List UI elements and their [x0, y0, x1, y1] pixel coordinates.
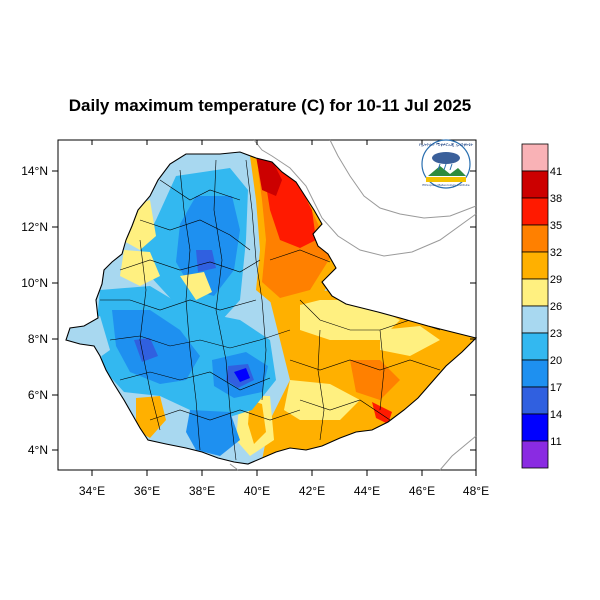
- logo-text-top: የኢትዮጵያ ሚቲዎሮሎጂ ኢንስቲትዩት: [419, 142, 474, 147]
- colorbar: 41 38 35 32 29 26 23 20 17 14 11: [521, 143, 562, 469]
- colorbar-label: 23: [550, 328, 562, 340]
- colorbar-label: 26: [550, 301, 562, 313]
- colorbar-label: 20: [550, 355, 562, 367]
- x-tick-label: 46°E: [409, 484, 435, 498]
- colorbar-segment: [521, 170, 549, 199]
- colorbar-label: 17: [550, 382, 562, 394]
- x-tick-label: 44°E: [354, 484, 380, 498]
- colorbar-segment: [521, 332, 549, 361]
- colorbar-segment: [521, 386, 549, 415]
- colorbar-label: 14: [550, 409, 562, 421]
- y-tick-label: 10°N: [21, 276, 48, 290]
- colorbar-segment: [521, 224, 549, 253]
- page-title: Daily maximum temperature (C) for 10-11 …: [68, 96, 472, 115]
- colorbar-segment: [521, 197, 549, 226]
- colorbar-label: 35: [550, 220, 562, 232]
- x-axis: 34°E 36°E 38°E 40°E 42°E 44°E 46°E 48°E: [79, 140, 489, 498]
- x-tick-label: 34°E: [79, 484, 105, 498]
- colorbar-label: 29: [550, 274, 562, 286]
- x-tick-label: 42°E: [299, 484, 325, 498]
- y-tick-label: 6°N: [28, 388, 48, 402]
- colorbar-segment: [521, 143, 549, 172]
- colorbar-label: 11: [550, 436, 561, 448]
- colorbar-label: 41: [550, 166, 562, 178]
- x-tick-label: 40°E: [244, 484, 270, 498]
- x-tick-label: 38°E: [189, 484, 215, 498]
- logo-text-bottom: Ethiopian Meteorology Institute: [422, 183, 469, 187]
- colorbar-segment: [521, 305, 549, 334]
- colorbar-segment: [521, 359, 549, 388]
- neighbour-boundaries: [229, 139, 477, 471]
- y-tick-label: 12°N: [21, 220, 48, 234]
- ethiopian-meteorology-institute-logo: የኢትዮጵያ ሚቲዎሮሎጂ ኢንስቲትዩት Ethiopian Meteorol…: [419, 139, 474, 189]
- x-tick-label: 48°E: [463, 484, 489, 498]
- y-tick-label: 4°N: [28, 443, 48, 457]
- colorbar-label: 38: [550, 193, 562, 205]
- colorbar-segment: [521, 278, 549, 307]
- colorbar-label: 32: [550, 247, 562, 259]
- colorbar-segment: [521, 251, 549, 280]
- y-tick-label: 8°N: [28, 332, 48, 346]
- y-axis: 14°N 12°N 10°N 8°N 6°N 4°N: [21, 164, 476, 457]
- colorbar-segment: [521, 413, 549, 442]
- x-tick-label: 36°E: [134, 484, 160, 498]
- cloud-icon: [432, 152, 460, 164]
- mountain-icon: [428, 166, 466, 176]
- y-tick-label: 14°N: [21, 164, 48, 178]
- admin-boundaries: [100, 159, 441, 461]
- colorbar-segment: [521, 440, 549, 469]
